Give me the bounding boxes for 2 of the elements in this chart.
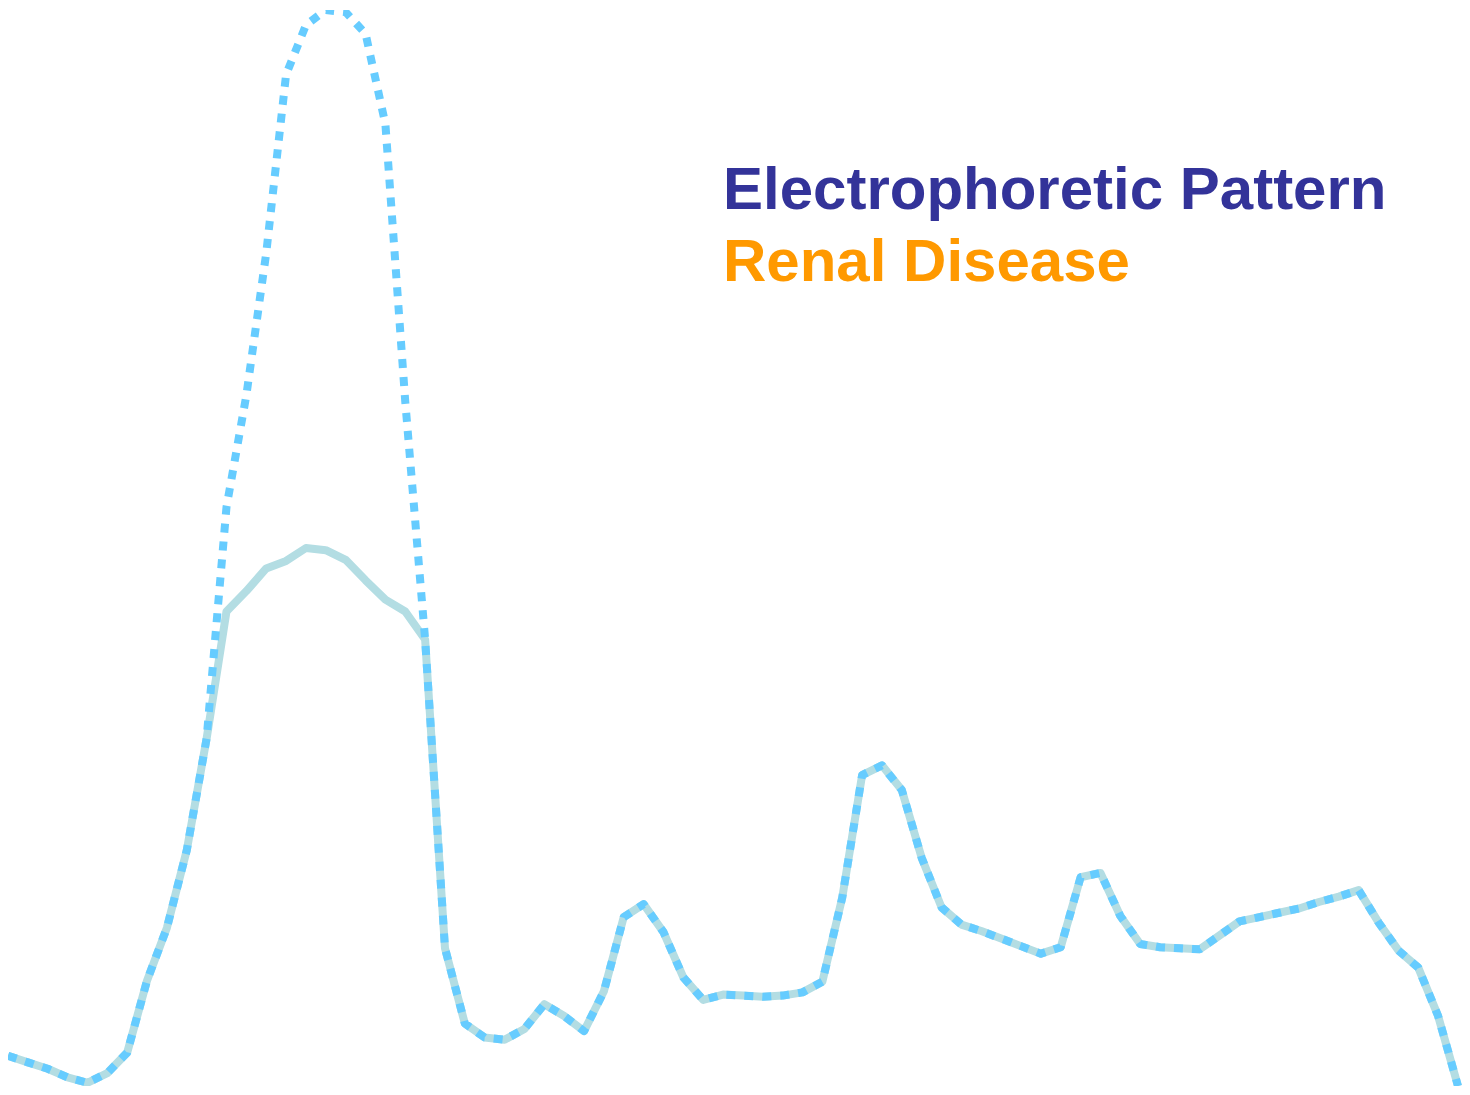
text: Electrophoretic Pattern — [723, 154, 1387, 224]
text: Renal Disease — [723, 226, 1131, 296]
